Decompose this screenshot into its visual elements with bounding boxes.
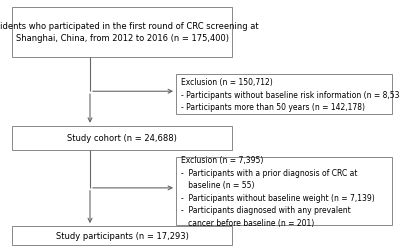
Text: Exclusion (n = 7,395)
-  Participants with a prior diagnosis of CRC at
   baseli: Exclusion (n = 7,395) - Participants wit… xyxy=(181,156,374,227)
Text: Study participants (n = 17,293): Study participants (n = 17,293) xyxy=(56,231,188,240)
Text: Study cohort (n = 24,688): Study cohort (n = 24,688) xyxy=(67,134,177,142)
Text: Exclusion (n = 150,712)
- Participants without baseline risk information (n = 8,: Exclusion (n = 150,712) - Participants w… xyxy=(181,78,400,112)
FancyBboxPatch shape xyxy=(176,158,392,225)
FancyBboxPatch shape xyxy=(12,8,232,58)
FancyBboxPatch shape xyxy=(12,226,232,245)
FancyBboxPatch shape xyxy=(12,126,232,150)
FancyBboxPatch shape xyxy=(176,75,392,115)
Text: Residents who participated in the first round of CRC screening at
Shanghai, Chin: Residents who participated in the first … xyxy=(0,22,259,43)
